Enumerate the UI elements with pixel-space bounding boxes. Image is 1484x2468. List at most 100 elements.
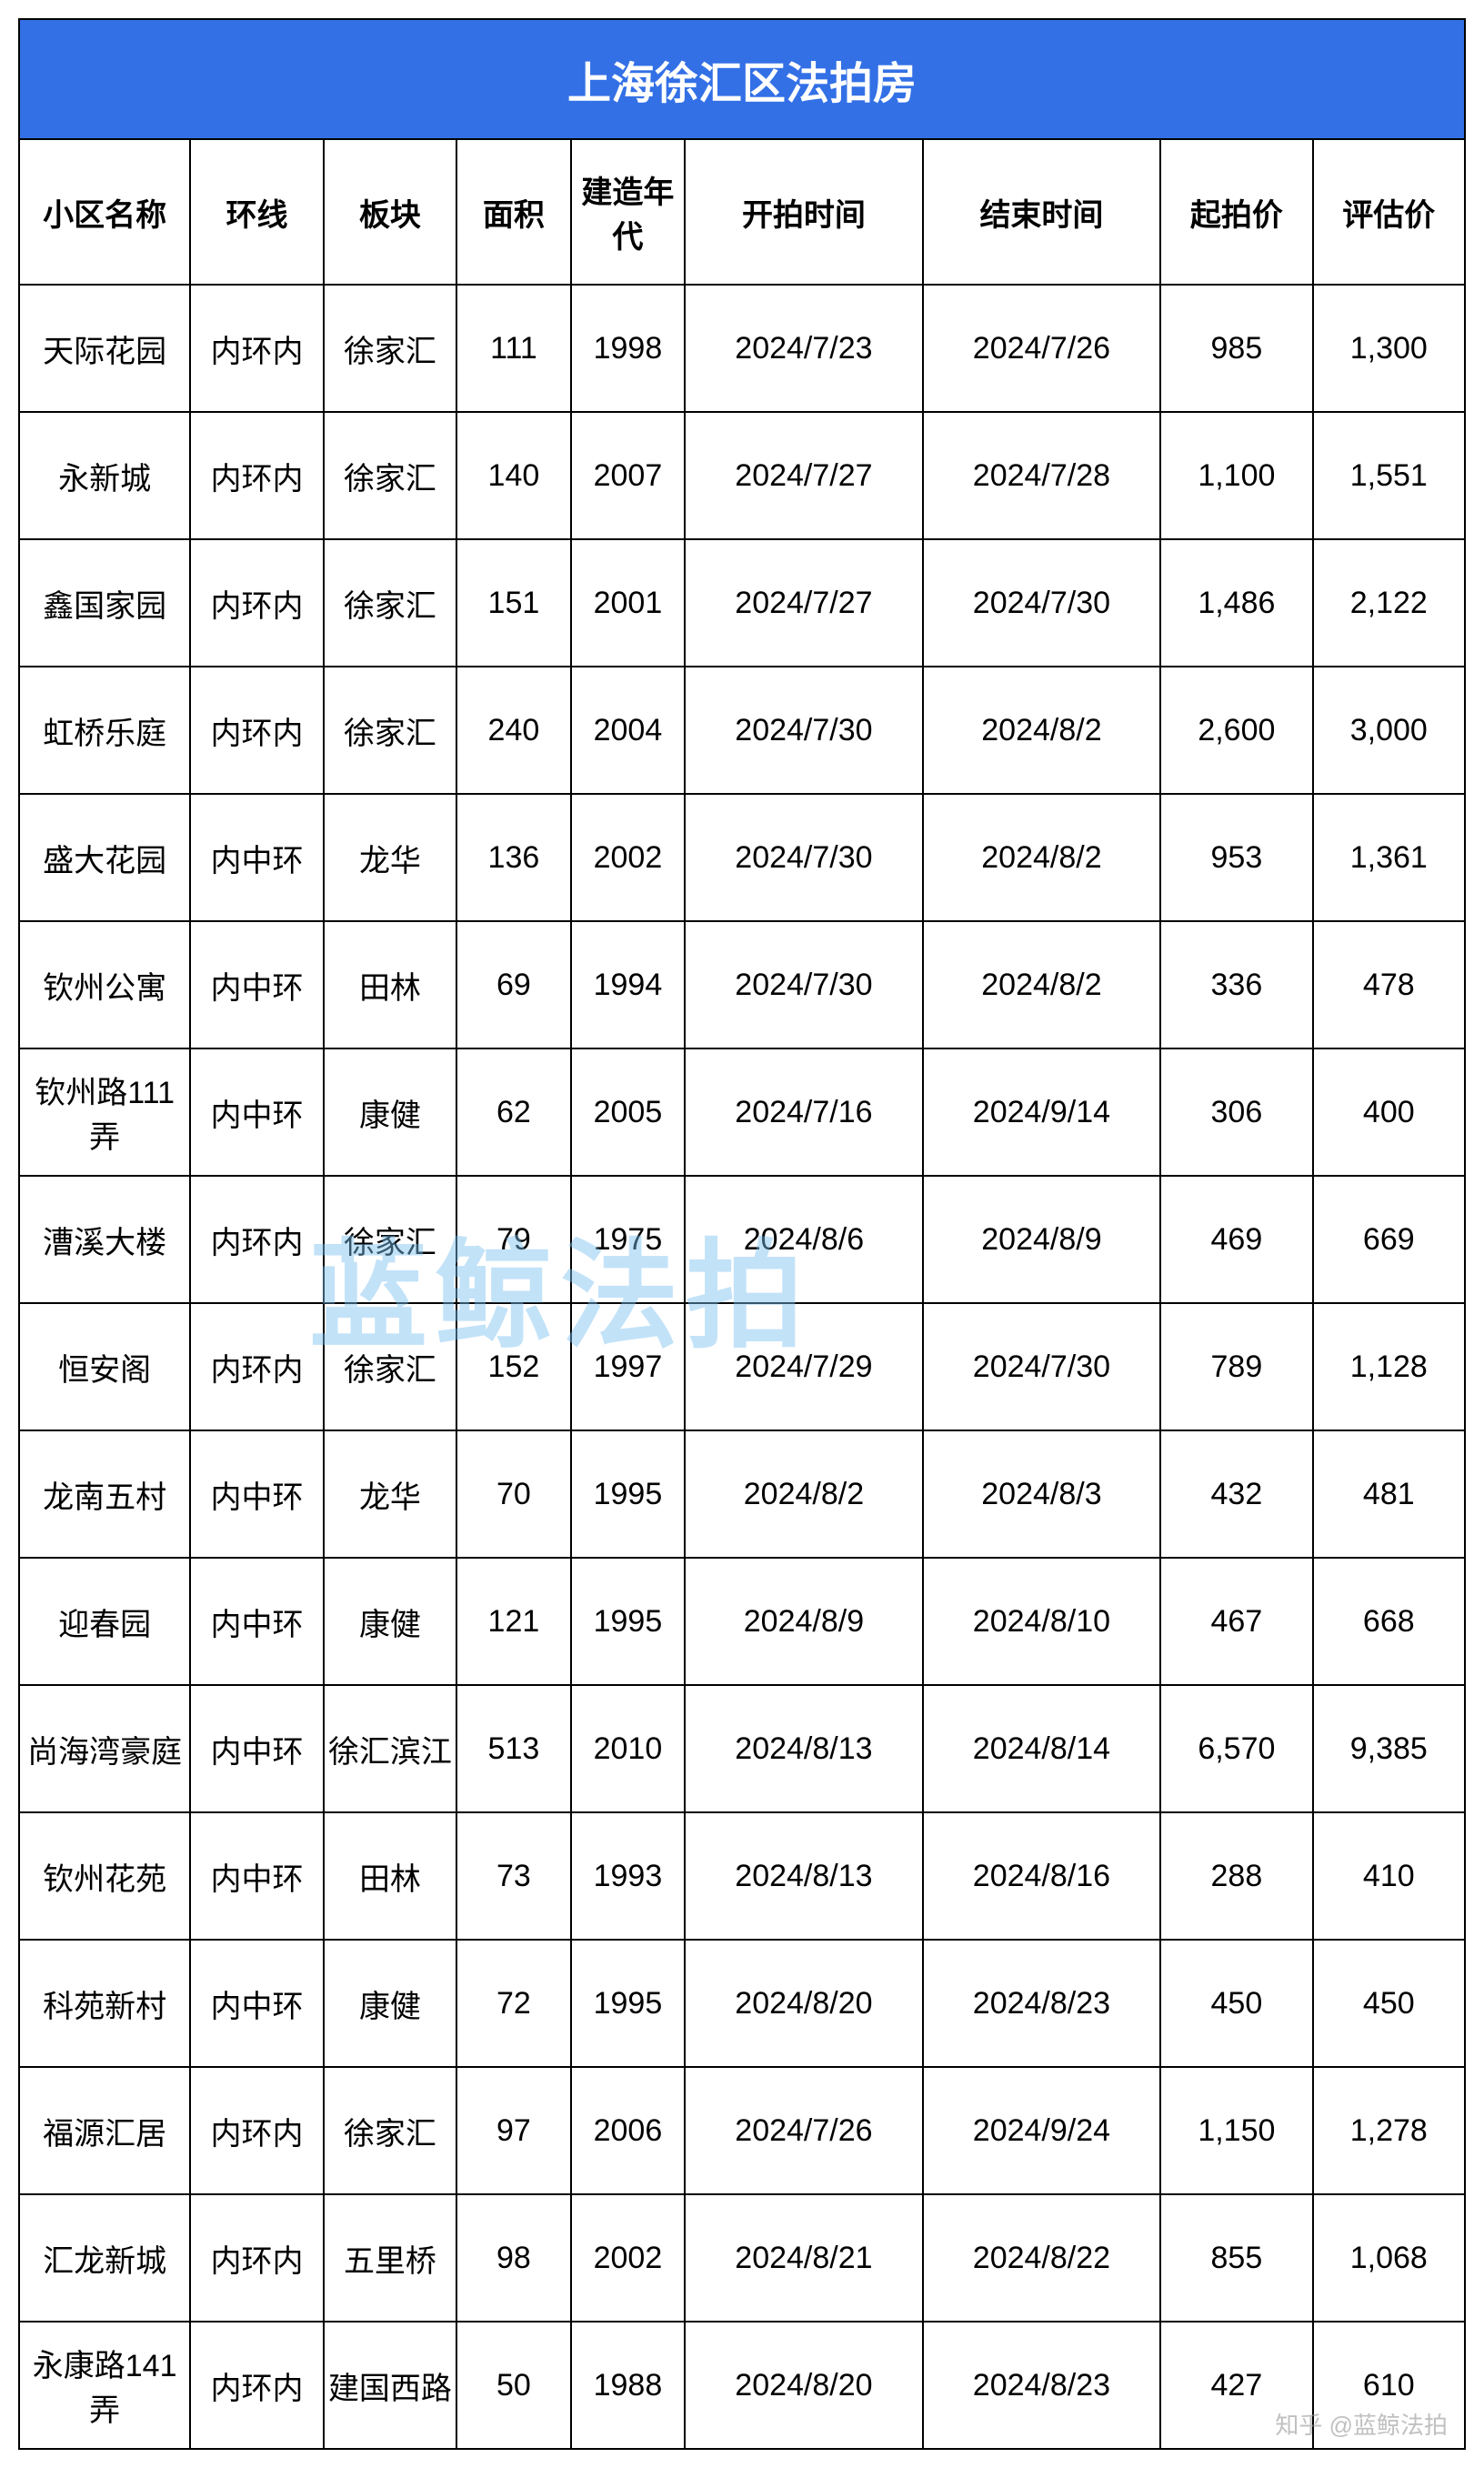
table-body: 天际花园内环内徐家汇11119982024/7/232024/7/269851,… bbox=[19, 285, 1465, 2449]
table-cell: 徐家汇 bbox=[324, 539, 456, 667]
table-cell: 康健 bbox=[324, 1048, 456, 1176]
table-cell: 迎春园 bbox=[19, 1558, 190, 1685]
table-cell: 2024/7/30 bbox=[685, 667, 923, 794]
table-cell: 内中环 bbox=[190, 921, 323, 1048]
table-row: 永新城内环内徐家汇14020072024/7/272024/7/281,1001… bbox=[19, 412, 1465, 539]
table-cell: 288 bbox=[1160, 1812, 1312, 1940]
table-cell: 2024/8/9 bbox=[685, 1558, 923, 1685]
table-cell: 尚海湾豪庭 bbox=[19, 1685, 190, 1812]
table-cell: 610 bbox=[1313, 2322, 1465, 2449]
table-cell: 2024/8/2 bbox=[923, 794, 1161, 921]
table-cell: 2024/8/22 bbox=[923, 2194, 1161, 2322]
table-cell: 内中环 bbox=[190, 1048, 323, 1176]
table-row: 漕溪大楼内环内徐家汇7919752024/8/62024/8/9469669 bbox=[19, 1176, 1465, 1303]
table-cell: 2024/7/23 bbox=[685, 285, 923, 412]
table-cell: 漕溪大楼 bbox=[19, 1176, 190, 1303]
table-cell: 69 bbox=[456, 921, 571, 1048]
table-cell: 永康路141弄 bbox=[19, 2322, 190, 2449]
table-cell: 985 bbox=[1160, 285, 1312, 412]
table-cell: 1994 bbox=[571, 921, 686, 1048]
table-cell: 田林 bbox=[324, 921, 456, 1048]
table-cell: 内环内 bbox=[190, 2067, 323, 2194]
table-cell: 内环内 bbox=[190, 2322, 323, 2449]
table-cell: 2007 bbox=[571, 412, 686, 539]
table-cell: 410 bbox=[1313, 1812, 1465, 1940]
table-container: 上海徐汇区法拍房 小区名称 环线 板块 面积 建造年代 开拍时间 结束时间 起拍… bbox=[0, 0, 1484, 2468]
table-row: 龙南五村内中环龙华7019952024/8/22024/8/3432481 bbox=[19, 1430, 1465, 1558]
table-cell: 天际花园 bbox=[19, 285, 190, 412]
table-cell: 50 bbox=[456, 2322, 571, 2449]
table-cell: 虹桥乐庭 bbox=[19, 667, 190, 794]
table-cell: 111 bbox=[456, 285, 571, 412]
table-cell: 2024/8/20 bbox=[685, 2322, 923, 2449]
table-cell: 钦州路111弄 bbox=[19, 1048, 190, 1176]
table-cell: 136 bbox=[456, 794, 571, 921]
table-cell: 2,122 bbox=[1313, 539, 1465, 667]
table-cell: 481 bbox=[1313, 1430, 1465, 1558]
table-cell: 1995 bbox=[571, 1940, 686, 2067]
table-cell: 240 bbox=[456, 667, 571, 794]
table-cell: 2024/8/23 bbox=[923, 1940, 1161, 2067]
table-cell: 789 bbox=[1160, 1303, 1312, 1430]
table-cell: 1,551 bbox=[1313, 412, 1465, 539]
table-cell: 1,278 bbox=[1313, 2067, 1465, 2194]
table-cell: 徐家汇 bbox=[324, 667, 456, 794]
table-row: 钦州花苑内中环田林7319932024/8/132024/8/16288410 bbox=[19, 1812, 1465, 1940]
table-cell: 徐家汇 bbox=[324, 412, 456, 539]
table-cell: 五里桥 bbox=[324, 2194, 456, 2322]
table-cell: 140 bbox=[456, 412, 571, 539]
table-cell: 1,300 bbox=[1313, 285, 1465, 412]
table-cell: 1,128 bbox=[1313, 1303, 1465, 1430]
table-cell: 内中环 bbox=[190, 1558, 323, 1685]
table-cell: 徐家汇 bbox=[324, 1176, 456, 1303]
table-cell: 2024/9/24 bbox=[923, 2067, 1161, 2194]
col-header-evalprice: 评估价 bbox=[1313, 139, 1465, 285]
table-row: 科苑新村内中环康健7219952024/8/202024/8/23450450 bbox=[19, 1940, 1465, 2067]
table-cell: 855 bbox=[1160, 2194, 1312, 2322]
col-header-name: 小区名称 bbox=[19, 139, 190, 285]
table-cell: 2024/7/30 bbox=[685, 921, 923, 1048]
table-cell: 2002 bbox=[571, 2194, 686, 2322]
table-cell: 2024/8/13 bbox=[685, 1812, 923, 1940]
table-row: 尚海湾豪庭内中环徐汇滨江51320102024/8/132024/8/146,5… bbox=[19, 1685, 1465, 1812]
table-cell: 2006 bbox=[571, 2067, 686, 2194]
table-row: 福源汇居内环内徐家汇9720062024/7/262024/9/241,1501… bbox=[19, 2067, 1465, 2194]
table-cell: 钦州花苑 bbox=[19, 1812, 190, 1940]
table-cell: 汇龙新城 bbox=[19, 2194, 190, 2322]
table-cell: 钦州公寓 bbox=[19, 921, 190, 1048]
table-cell: 62 bbox=[456, 1048, 571, 1176]
table-cell: 建国西路 bbox=[324, 2322, 456, 2449]
table-cell: 2004 bbox=[571, 667, 686, 794]
table-cell: 2024/8/13 bbox=[685, 1685, 923, 1812]
table-cell: 2002 bbox=[571, 794, 686, 921]
table-cell: 668 bbox=[1313, 1558, 1465, 1685]
table-cell: 98 bbox=[456, 2194, 571, 2322]
table-row: 汇龙新城内环内五里桥9820022024/8/212024/8/228551,0… bbox=[19, 2194, 1465, 2322]
table-cell: 内环内 bbox=[190, 285, 323, 412]
table-cell: 内环内 bbox=[190, 1176, 323, 1303]
table-cell: 2024/8/14 bbox=[923, 1685, 1161, 1812]
table-cell: 2005 bbox=[571, 1048, 686, 1176]
table-cell: 97 bbox=[456, 2067, 571, 2194]
table-cell: 3,000 bbox=[1313, 667, 1465, 794]
col-header-start: 开拍时间 bbox=[685, 139, 923, 285]
table-cell: 2024/8/2 bbox=[923, 921, 1161, 1048]
table-cell: 1975 bbox=[571, 1176, 686, 1303]
table-cell: 内中环 bbox=[190, 794, 323, 921]
header-row: 小区名称 环线 板块 面积 建造年代 开拍时间 结束时间 起拍价 评估价 bbox=[19, 139, 1465, 285]
table-row: 永康路141弄内环内建国西路5019882024/8/202024/8/2342… bbox=[19, 2322, 1465, 2449]
table-cell: 1,100 bbox=[1160, 412, 1312, 539]
table-cell: 478 bbox=[1313, 921, 1465, 1048]
col-header-end: 结束时间 bbox=[923, 139, 1161, 285]
table-cell: 福源汇居 bbox=[19, 2067, 190, 2194]
table-cell: 2024/9/14 bbox=[923, 1048, 1161, 1176]
table-row: 天际花园内环内徐家汇11119982024/7/232024/7/269851,… bbox=[19, 285, 1465, 412]
table-cell: 盛大花园 bbox=[19, 794, 190, 921]
table-cell: 徐家汇 bbox=[324, 2067, 456, 2194]
table-cell: 2024/8/23 bbox=[923, 2322, 1161, 2449]
table-cell: 2024/7/30 bbox=[923, 539, 1161, 667]
table-cell: 6,570 bbox=[1160, 1685, 1312, 1812]
table-cell: 鑫国家园 bbox=[19, 539, 190, 667]
table-cell: 1998 bbox=[571, 285, 686, 412]
table-cell: 内中环 bbox=[190, 1430, 323, 1558]
